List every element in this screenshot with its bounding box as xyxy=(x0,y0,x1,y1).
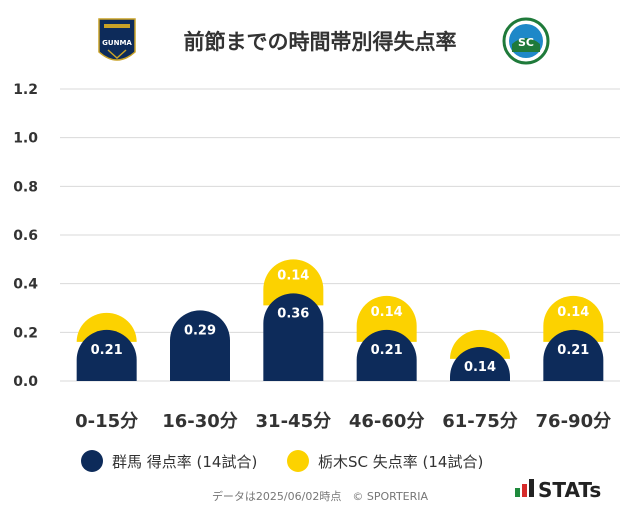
away-logo-text: SC xyxy=(518,36,534,49)
bar-away xyxy=(543,295,604,342)
brand-bar-green-icon xyxy=(515,488,520,497)
home-logo-text: GUNMA xyxy=(102,39,132,47)
x-tick-label: 31-45分 xyxy=(256,411,332,432)
bars xyxy=(76,259,604,381)
chart-title: 前節までの時間帯別得失点率 xyxy=(184,30,457,54)
data-label-home: 0.29 xyxy=(184,323,216,338)
legend-item-home: 群馬 得点率 (14試合) xyxy=(81,450,257,472)
source-note: データは2025/06/02時点 © SPORTERIA xyxy=(212,489,429,503)
y-tick-label: 1.0 xyxy=(13,131,38,147)
header: GUNMA 前節までの時間帯別得失点率 SC xyxy=(98,17,550,65)
x-tick-label: 46-60分 xyxy=(349,411,425,432)
bar-home xyxy=(543,329,604,381)
y-tick-label: 1.2 xyxy=(13,82,38,98)
legend-label-home: 群馬 得点率 (14試合) xyxy=(112,453,257,471)
y-tick-label: 0.8 xyxy=(13,179,38,195)
brand-bar-black-icon xyxy=(529,479,534,497)
bar-away xyxy=(263,259,324,306)
legend-label-away: 栃木SC 失点率 (14試合) xyxy=(318,453,483,471)
bar-home xyxy=(76,329,137,381)
data-label-away: 0.14 xyxy=(277,268,309,283)
brand-label: STATs xyxy=(538,478,601,502)
gunma-logo-icon: GUNMA xyxy=(98,18,136,61)
grid xyxy=(60,88,620,382)
data-label-away: 0.14 xyxy=(557,305,589,320)
x-tick-label: 0-15分 xyxy=(75,411,138,432)
data-label-home: 0.21 xyxy=(91,343,123,358)
bar-home xyxy=(170,310,231,381)
y-tick-label: 0.4 xyxy=(13,277,38,293)
x-axis: 0-15分 16-30分 31-45分 46-60分 61-75分 76-90分 xyxy=(75,411,611,432)
legend-swatch-away xyxy=(287,450,309,472)
data-label-home: 0.21 xyxy=(557,343,589,358)
bar-home xyxy=(450,346,510,381)
stats-brand: STATs xyxy=(515,478,601,502)
y-tick-label: 0.0 xyxy=(13,374,38,390)
tochigi-logo-icon: SC xyxy=(502,17,550,65)
bar-home xyxy=(263,293,324,381)
bar-home xyxy=(356,329,417,381)
data-label-home: 0.14 xyxy=(464,360,496,375)
x-tick-label: 16-30分 xyxy=(162,411,238,432)
legend-item-away: 栃木SC 失点率 (14試合) xyxy=(287,450,483,472)
data-label-away: 0.14 xyxy=(371,305,403,320)
bar-away xyxy=(356,295,417,342)
data-labels: 0.21 0.29 0.36 0.14 0.21 0.14 0.14 0.21 0.14 xyxy=(91,268,590,375)
data-label-home: 0.21 xyxy=(371,343,403,358)
data-label-home: 0.36 xyxy=(277,306,309,321)
brand-bar-red-icon xyxy=(522,484,527,497)
x-tick-label: 61-75分 xyxy=(442,411,518,432)
y-axis: 0.0 0.2 0.4 0.6 0.8 1.0 1.2 xyxy=(13,82,38,390)
legend-swatch-home xyxy=(81,450,103,472)
y-tick-label: 0.2 xyxy=(13,325,38,341)
x-tick-label: 76-90分 xyxy=(536,411,612,432)
legend: 群馬 得点率 (14試合) 栃木SC 失点率 (14試合) xyxy=(81,450,483,472)
y-tick-label: 0.6 xyxy=(13,228,38,244)
